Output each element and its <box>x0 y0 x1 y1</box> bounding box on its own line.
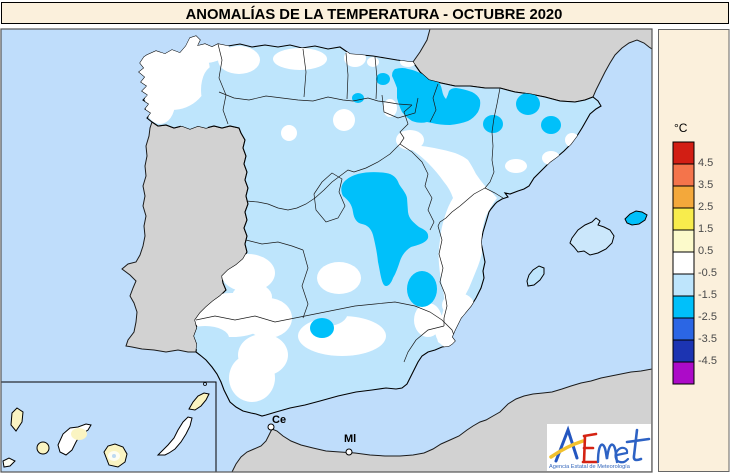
svg-text:0.5: 0.5 <box>698 245 713 257</box>
svg-text:3.5: 3.5 <box>698 179 713 191</box>
svg-text:-4.5: -4.5 <box>698 355 717 367</box>
svg-text:Ce: Ce <box>272 414 286 426</box>
svg-text:°C: °C <box>674 121 688 135</box>
svg-text:-0.5: -0.5 <box>698 267 717 279</box>
svg-text:ANOMALÍAS DE LA TEMPERATURA -: ANOMALÍAS DE LA TEMPERATURA - OCTUBRE 20… <box>186 6 563 23</box>
svg-text:Ml: Ml <box>344 433 356 445</box>
svg-text:Agencia Estatal de Meteorologí: Agencia Estatal de Meteorología <box>549 464 631 470</box>
svg-text:-1.5: -1.5 <box>698 289 717 301</box>
svg-text:-3.5: -3.5 <box>698 333 717 345</box>
svg-text:1.5: 1.5 <box>698 223 713 235</box>
svg-text:4.5: 4.5 <box>698 157 713 169</box>
svg-text:-2.5: -2.5 <box>698 311 717 323</box>
svg-text:2.5: 2.5 <box>698 201 713 213</box>
